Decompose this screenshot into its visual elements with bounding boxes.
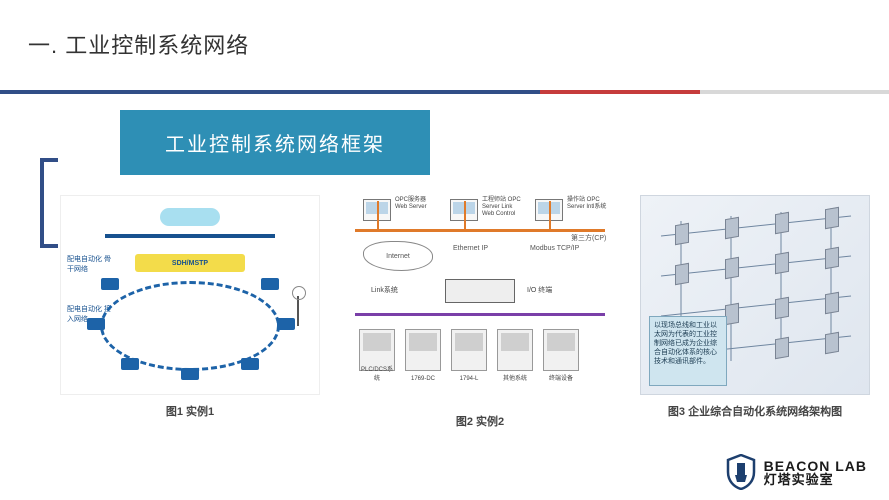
fig1-side-label-1: 配电自动化 骨干网络 <box>67 254 111 274</box>
dev-label: 终端设备 <box>544 373 578 382</box>
ring-node <box>241 358 259 370</box>
dev-label: 1794-L <box>452 376 486 382</box>
dev-label: 1769-DC <box>406 376 440 382</box>
io-label: I/O 终端 <box>527 285 552 295</box>
logo-text: BEACON LAB 灯塔实验室 <box>764 459 867 486</box>
pc-spec: 工程师站 OPC Server Link Web Control <box>482 197 522 218</box>
link-device <box>445 279 515 303</box>
figure-1: SDH/MSTP 配电自动化 骨干网络 配电自动化 接入网络 图1 实例1 <box>60 195 320 419</box>
ring-node <box>277 318 295 330</box>
backbone-bar <box>105 234 275 238</box>
figure-3-callout: 以现场总线和工业以太网为代表的工业控制网络已成为企业综合自动化体系的核心技术和通… <box>649 316 727 386</box>
pc-spec: 操作站 OPC Server Intl系统 <box>567 197 607 211</box>
figure-2-diagram: OPC服务器 Web Server 工程师站 OPC Server Link W… <box>345 195 615 405</box>
cloud-icon <box>160 208 220 226</box>
iso-node-icon <box>825 247 839 269</box>
banner-title: 工业控制系统网络框架 <box>165 128 385 157</box>
figure-2-caption: 图2 实例2 <box>456 413 504 429</box>
plc-device-icon: 1794-L <box>451 329 487 371</box>
figure-1-caption: 图1 实例1 <box>166 403 214 419</box>
ring-node <box>101 278 119 290</box>
connector-line <box>549 201 551 229</box>
pc-spec: OPC服务器 Web Server <box>395 197 435 211</box>
plc-device-icon: 1769-DC <box>405 329 441 371</box>
mid-label: Ethernet IP <box>453 245 488 252</box>
figure-3-caption: 图3 企业综合自动化系统网络架构图 <box>668 403 842 419</box>
iso-node-icon <box>825 332 839 354</box>
iso-node-icon <box>675 263 689 285</box>
ring-node <box>121 358 139 370</box>
mid-device-label: Link系统 <box>371 285 398 295</box>
plc-device-icon: 终端设备 <box>543 329 579 371</box>
figure-1-diagram: SDH/MSTP 配电自动化 骨干网络 配电自动化 接入网络 <box>60 195 320 395</box>
connector-line <box>464 201 466 229</box>
iso-node-icon <box>675 223 689 245</box>
layer-bus-top <box>355 229 605 232</box>
sdh-band: SDH/MSTP <box>135 254 245 272</box>
device-row: PLC/DCS系统 1769-DC 1794-L 其他系统 终端设备 <box>359 329 579 371</box>
plc-device-icon: 其他系统 <box>497 329 533 371</box>
figure-3-diagram: 以现场总线和工业以太网为代表的工业控制网络已成为企业综合自动化体系的核心技术和通… <box>640 195 870 395</box>
logo-chinese: 灯塔实验室 <box>764 473 867 486</box>
iso-node-icon <box>725 217 739 239</box>
divider <box>0 90 889 94</box>
iso-node-icon <box>825 292 839 314</box>
internet-cloud: Internet <box>363 241 433 271</box>
decorative-bracket <box>40 158 58 248</box>
iso-node-icon <box>725 257 739 279</box>
iso-node-icon <box>725 303 739 325</box>
dev-label: PLC/DCS系统 <box>360 364 394 382</box>
antenna-icon <box>297 296 299 326</box>
logo-english: BEACON LAB <box>764 459 867 473</box>
ring-node <box>87 318 105 330</box>
divider-segment-red <box>540 90 700 94</box>
iso-node-icon <box>825 207 839 229</box>
mid-label: Modbus TCP/IP <box>530 245 579 252</box>
plc-device-icon: PLC/DCS系统 <box>359 329 395 371</box>
iso-node-icon <box>775 337 789 359</box>
iso-node-icon <box>775 252 789 274</box>
divider-segment-gray <box>700 90 889 94</box>
figure-3: 以现场总线和工业以太网为代表的工业控制网络已成为企业综合自动化体系的核心技术和通… <box>640 195 870 419</box>
iso-node-icon <box>775 297 789 319</box>
figures-row: SDH/MSTP 配电自动化 骨干网络 配电自动化 接入网络 图1 实例1 OP… <box>60 195 859 429</box>
connector-line <box>377 201 379 229</box>
ring-node <box>181 368 199 380</box>
layer-bus-bottom <box>355 313 605 316</box>
ring-node <box>261 278 279 290</box>
divider-segment-navy <box>0 90 540 94</box>
shield-icon <box>726 454 756 490</box>
bus-label-right: 第三方(CP) <box>571 233 606 243</box>
banner: 工业控制系统网络框架 <box>120 110 430 175</box>
figure-2: OPC服务器 Web Server 工程师站 OPC Server Link W… <box>345 195 615 429</box>
dev-label: 其他系统 <box>498 373 532 382</box>
brand-logo: BEACON LAB 灯塔实验室 <box>726 454 867 490</box>
slide-title: 一. 工业控制系统网络 <box>28 28 249 60</box>
iso-node-icon <box>775 212 789 234</box>
